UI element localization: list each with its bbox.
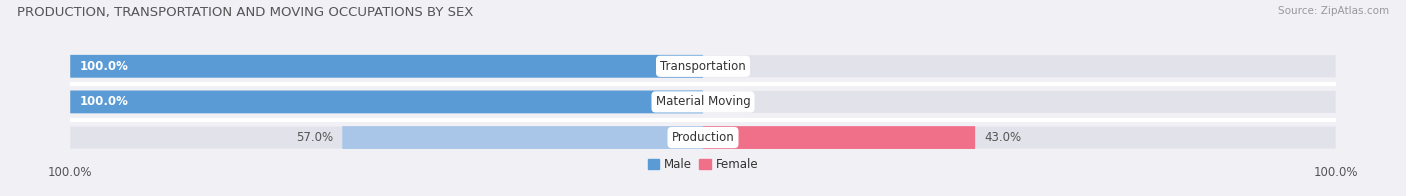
FancyBboxPatch shape bbox=[342, 126, 703, 149]
FancyBboxPatch shape bbox=[70, 91, 1336, 113]
Legend: Male, Female: Male, Female bbox=[643, 153, 763, 176]
FancyBboxPatch shape bbox=[70, 55, 703, 78]
Text: PRODUCTION, TRANSPORTATION AND MOVING OCCUPATIONS BY SEX: PRODUCTION, TRANSPORTATION AND MOVING OC… bbox=[17, 6, 474, 19]
Text: 43.0%: 43.0% bbox=[984, 131, 1022, 144]
FancyBboxPatch shape bbox=[70, 55, 1336, 77]
Text: 0.0%: 0.0% bbox=[713, 60, 742, 73]
FancyBboxPatch shape bbox=[70, 91, 703, 113]
Text: 100.0%: 100.0% bbox=[80, 60, 129, 73]
Text: Source: ZipAtlas.com: Source: ZipAtlas.com bbox=[1278, 6, 1389, 16]
Text: Material Moving: Material Moving bbox=[655, 95, 751, 108]
Text: Transportation: Transportation bbox=[661, 60, 745, 73]
FancyBboxPatch shape bbox=[703, 126, 976, 149]
FancyBboxPatch shape bbox=[70, 126, 1336, 149]
Text: Production: Production bbox=[672, 131, 734, 144]
Text: 57.0%: 57.0% bbox=[295, 131, 333, 144]
Text: 0.0%: 0.0% bbox=[713, 95, 742, 108]
Text: 100.0%: 100.0% bbox=[80, 95, 129, 108]
